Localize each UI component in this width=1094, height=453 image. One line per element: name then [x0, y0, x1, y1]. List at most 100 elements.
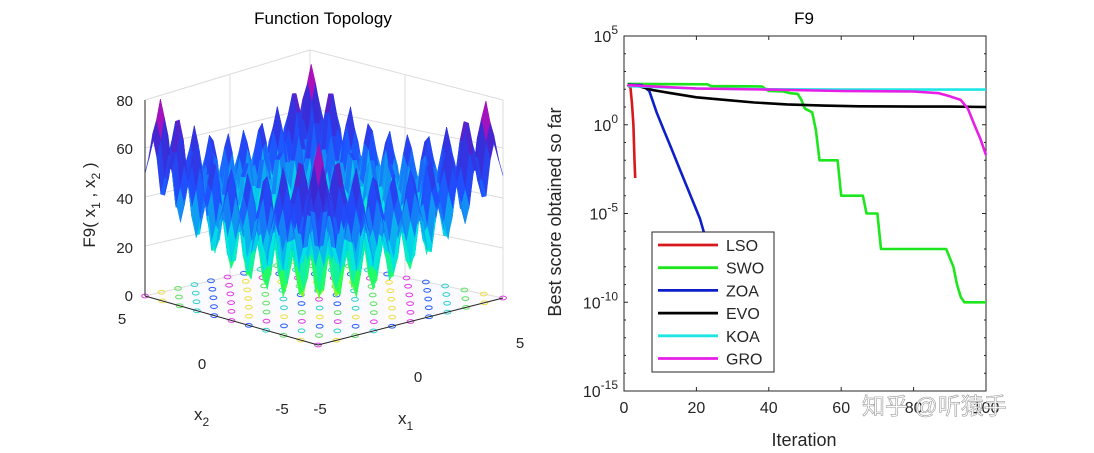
contour-ring — [207, 278, 215, 284]
contour-ring — [387, 296, 396, 302]
series-line-swo — [627, 82, 986, 304]
contour-ring — [209, 295, 218, 301]
contour-ring — [424, 305, 433, 311]
contour-ring — [210, 304, 218, 309]
x2-tick-0: 0 — [198, 356, 206, 373]
contour-ring — [369, 301, 378, 307]
contour-ring — [296, 337, 305, 343]
contour-ring — [279, 332, 288, 338]
legend-label-zoa: ZOA — [726, 283, 759, 300]
contour-ring — [244, 323, 253, 328]
contour-ring — [315, 305, 324, 311]
contour-ring — [351, 305, 360, 311]
legend-label-koa: KOA — [726, 329, 760, 346]
y-tick-label: 10-15 — [583, 378, 618, 401]
contour-ring — [406, 301, 415, 306]
surface-patch — [313, 189, 323, 223]
contour-ring — [193, 308, 201, 314]
x2-tick-labels: 5 0 -5 — [118, 311, 289, 418]
surface-title: Function Topology — [254, 9, 392, 28]
z-tick-40: 40 — [116, 191, 133, 208]
convergence-plot: F9 0 20 40 60 80 100 105 100 10-5 10-10 10-15 Ite… — [545, 9, 999, 450]
contour-ring — [406, 319, 415, 324]
convergence-title: F9 — [794, 9, 814, 28]
contour-ring — [175, 303, 184, 309]
x-tick-label: 0 — [620, 400, 629, 417]
contour-ring — [280, 314, 289, 320]
contour-ring — [244, 296, 253, 301]
contour-ring — [333, 328, 342, 334]
contour-ring — [388, 314, 397, 320]
contour-ring — [388, 305, 396, 311]
z-tick-0: 0 — [125, 288, 133, 305]
convergence-ylabel: Best score obtained so far — [545, 107, 565, 316]
x-ticks: 0 20 40 60 80 100 — [620, 36, 1000, 417]
contour-ring — [223, 274, 232, 280]
contour-ring — [157, 289, 166, 295]
contour-ring — [208, 286, 217, 292]
legend-label-swo: SWO — [726, 261, 764, 278]
contour-ring — [333, 319, 342, 324]
contour-ring — [225, 282, 234, 288]
contour-ring — [402, 275, 411, 281]
contour-ring — [441, 283, 450, 289]
contour-ring — [405, 292, 414, 298]
contour-ring — [297, 328, 306, 334]
y-ticks: 105 100 10-5 10-10 10-15 — [583, 23, 986, 401]
contour-ring — [351, 297, 359, 302]
x2-tick-5: 5 — [118, 311, 126, 328]
y-tick-label: 100 — [594, 112, 619, 135]
z-tick-80: 80 — [116, 93, 133, 110]
contour-ring — [386, 288, 395, 294]
contour-ring — [280, 305, 288, 311]
contour-ring — [351, 333, 359, 338]
contour-ring — [370, 310, 378, 315]
legend-box — [651, 231, 775, 373]
contour-ring — [333, 301, 342, 307]
y-tick-label: 105 — [594, 23, 619, 46]
contour-ring — [442, 292, 451, 297]
contour-ring — [298, 319, 306, 324]
contour-ring — [262, 327, 271, 333]
surface-axes — [144, 100, 504, 346]
contour-ring — [244, 304, 253, 310]
contour-ring — [262, 318, 271, 324]
contour-ring — [241, 279, 250, 284]
legend: LSO SWO ZOA EVO KOA GRO — [651, 231, 775, 373]
contour-ring — [262, 300, 271, 306]
contour-ring — [333, 310, 342, 315]
contour-ring — [460, 287, 469, 293]
contour-ring — [227, 309, 236, 314]
contour-ring — [191, 290, 200, 296]
contour-ring — [461, 296, 470, 301]
contour-ring — [245, 313, 253, 319]
legend-label-lso: LSO — [726, 238, 758, 255]
contour-ring — [227, 318, 236, 323]
contour-ring — [370, 319, 378, 325]
contour-ring — [385, 279, 393, 285]
x1-tick-neg5: -5 — [313, 401, 326, 418]
contour-ring — [424, 296, 433, 302]
contour-ring — [226, 291, 235, 297]
x-tick-label: 80 — [905, 400, 923, 417]
z-tick-60: 60 — [116, 141, 133, 158]
surface-mesh — [144, 64, 504, 300]
contour-ring — [443, 300, 452, 306]
contour-ring — [315, 314, 324, 320]
x1-tick-5: 5 — [516, 335, 524, 352]
contour-ring — [279, 296, 288, 302]
series-line-gro — [627, 83, 988, 156]
contour-ring — [315, 333, 323, 338]
convergence-xlabel: Iteration — [771, 430, 836, 450]
x1-tick-0: 0 — [414, 369, 422, 386]
contour-ring — [210, 313, 219, 318]
contour-ring — [227, 300, 236, 305]
contour-ring — [443, 309, 452, 315]
legend-label-evo: EVO — [726, 306, 760, 323]
x-tick-label: 100 — [973, 400, 1000, 417]
contour-ring — [479, 291, 488, 297]
contour-ring — [425, 314, 433, 320]
z-tick-labels: 0 20 40 60 80 — [116, 93, 133, 305]
contour-ring — [192, 299, 201, 305]
watermark: 知乎 @听猿手 — [862, 393, 1007, 419]
